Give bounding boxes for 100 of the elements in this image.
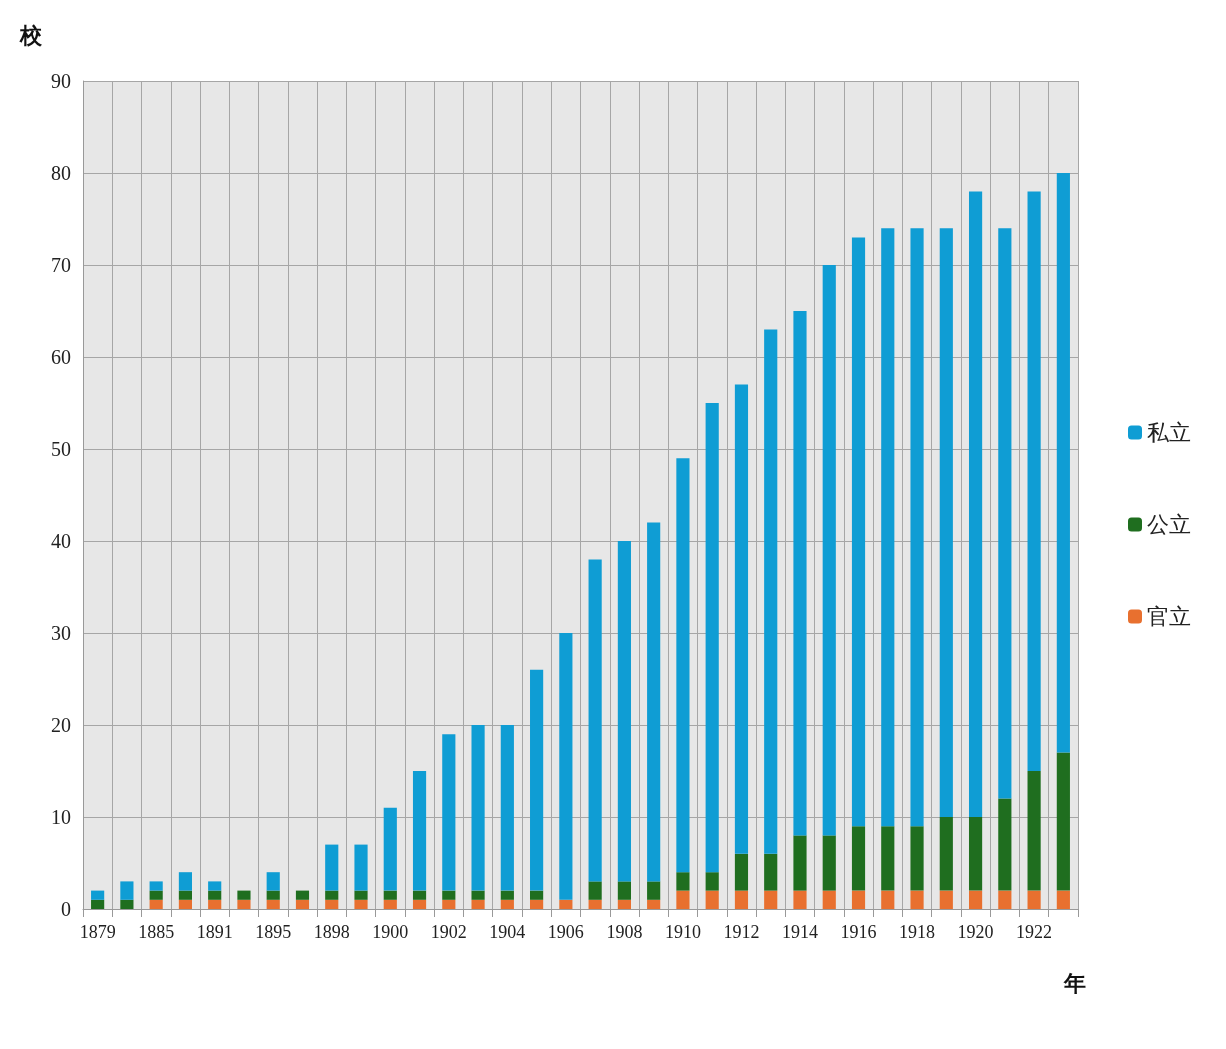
bar xyxy=(998,798,1012,891)
bar xyxy=(617,899,631,909)
bar xyxy=(149,881,163,891)
bar xyxy=(793,311,807,836)
bar xyxy=(178,872,193,891)
bar xyxy=(647,881,661,900)
bar xyxy=(266,899,280,909)
bar xyxy=(676,890,690,909)
bar xyxy=(851,826,866,891)
bar xyxy=(237,899,251,909)
bar xyxy=(734,384,749,854)
bar xyxy=(530,899,544,909)
bar xyxy=(764,853,778,891)
bar xyxy=(998,890,1012,909)
bar xyxy=(559,899,573,909)
x-tick-label: 1918 xyxy=(899,922,936,942)
bar xyxy=(1056,890,1070,909)
bar xyxy=(325,844,339,891)
bar xyxy=(325,899,339,909)
bar xyxy=(793,890,807,909)
bar xyxy=(149,890,163,900)
x-tick-label: 1912 xyxy=(723,922,760,942)
bar xyxy=(471,725,485,891)
bar xyxy=(998,228,1012,799)
x-tick-label: 1904 xyxy=(489,922,526,942)
bar xyxy=(442,734,456,891)
bar xyxy=(939,228,953,817)
bar xyxy=(968,817,983,891)
bar xyxy=(178,899,193,909)
bar xyxy=(530,669,544,891)
bar xyxy=(822,835,836,891)
bar xyxy=(910,826,924,891)
y-tick-label: 40 xyxy=(51,530,71,552)
bar xyxy=(617,881,631,900)
bar xyxy=(793,835,807,891)
bar xyxy=(705,890,719,909)
x-tick-label: 1920 xyxy=(957,922,994,942)
bar xyxy=(295,890,310,900)
bar xyxy=(208,899,222,909)
bar xyxy=(530,890,544,900)
bar xyxy=(1027,771,1041,891)
y-tick-label: 70 xyxy=(51,254,71,276)
x-tick-label: 1914 xyxy=(781,922,818,942)
bar xyxy=(354,890,368,900)
bar xyxy=(91,899,105,909)
bar xyxy=(471,899,485,909)
bar xyxy=(851,237,866,827)
x-tick-label: 1885 xyxy=(138,922,175,942)
bar xyxy=(412,771,427,891)
y-tick-label: 10 xyxy=(51,806,71,828)
bar xyxy=(354,899,368,909)
bar xyxy=(822,265,836,836)
x-tick-label: 1902 xyxy=(430,922,467,942)
bar xyxy=(734,890,749,909)
bar xyxy=(266,872,280,891)
bar xyxy=(968,191,983,817)
bar xyxy=(588,881,602,900)
bar xyxy=(120,899,134,909)
bar xyxy=(647,522,661,882)
bar xyxy=(1056,173,1070,753)
legend-label: 私立 xyxy=(1147,420,1191,445)
bar xyxy=(939,817,953,891)
y-tick-label: 0 xyxy=(61,898,71,920)
bar xyxy=(208,890,222,900)
bar xyxy=(588,899,602,909)
bar xyxy=(91,890,105,900)
x-tick-label: 1916 xyxy=(840,922,877,942)
bar xyxy=(881,826,895,891)
x-tick-label: 1879 xyxy=(79,922,116,942)
bar xyxy=(764,329,778,854)
bar xyxy=(734,853,749,891)
bar xyxy=(412,890,427,900)
bar xyxy=(647,899,661,909)
bar xyxy=(881,228,895,827)
bar xyxy=(178,890,193,900)
bar xyxy=(237,890,251,900)
bar xyxy=(442,890,456,900)
bar xyxy=(442,899,456,909)
x-tick-label: 1900 xyxy=(372,922,409,942)
y-tick-label: 50 xyxy=(51,438,71,460)
legend-label: 官立 xyxy=(1147,604,1191,629)
bar xyxy=(325,890,339,900)
y-tick-label: 30 xyxy=(51,622,71,644)
bar xyxy=(822,890,836,909)
bar xyxy=(764,890,778,909)
bar xyxy=(559,633,573,900)
x-tick-label: 1895 xyxy=(255,922,292,942)
bar xyxy=(412,899,427,909)
bar xyxy=(149,899,163,909)
bar xyxy=(500,899,514,909)
bar xyxy=(705,872,719,891)
x-tick-label: 1910 xyxy=(664,922,701,942)
bar xyxy=(588,559,602,882)
bar xyxy=(266,890,280,900)
bar xyxy=(851,890,866,909)
bar xyxy=(1027,890,1041,909)
bar xyxy=(968,890,983,909)
bar xyxy=(471,890,485,900)
legend-label: 公立 xyxy=(1147,512,1191,537)
bar xyxy=(1027,191,1041,771)
